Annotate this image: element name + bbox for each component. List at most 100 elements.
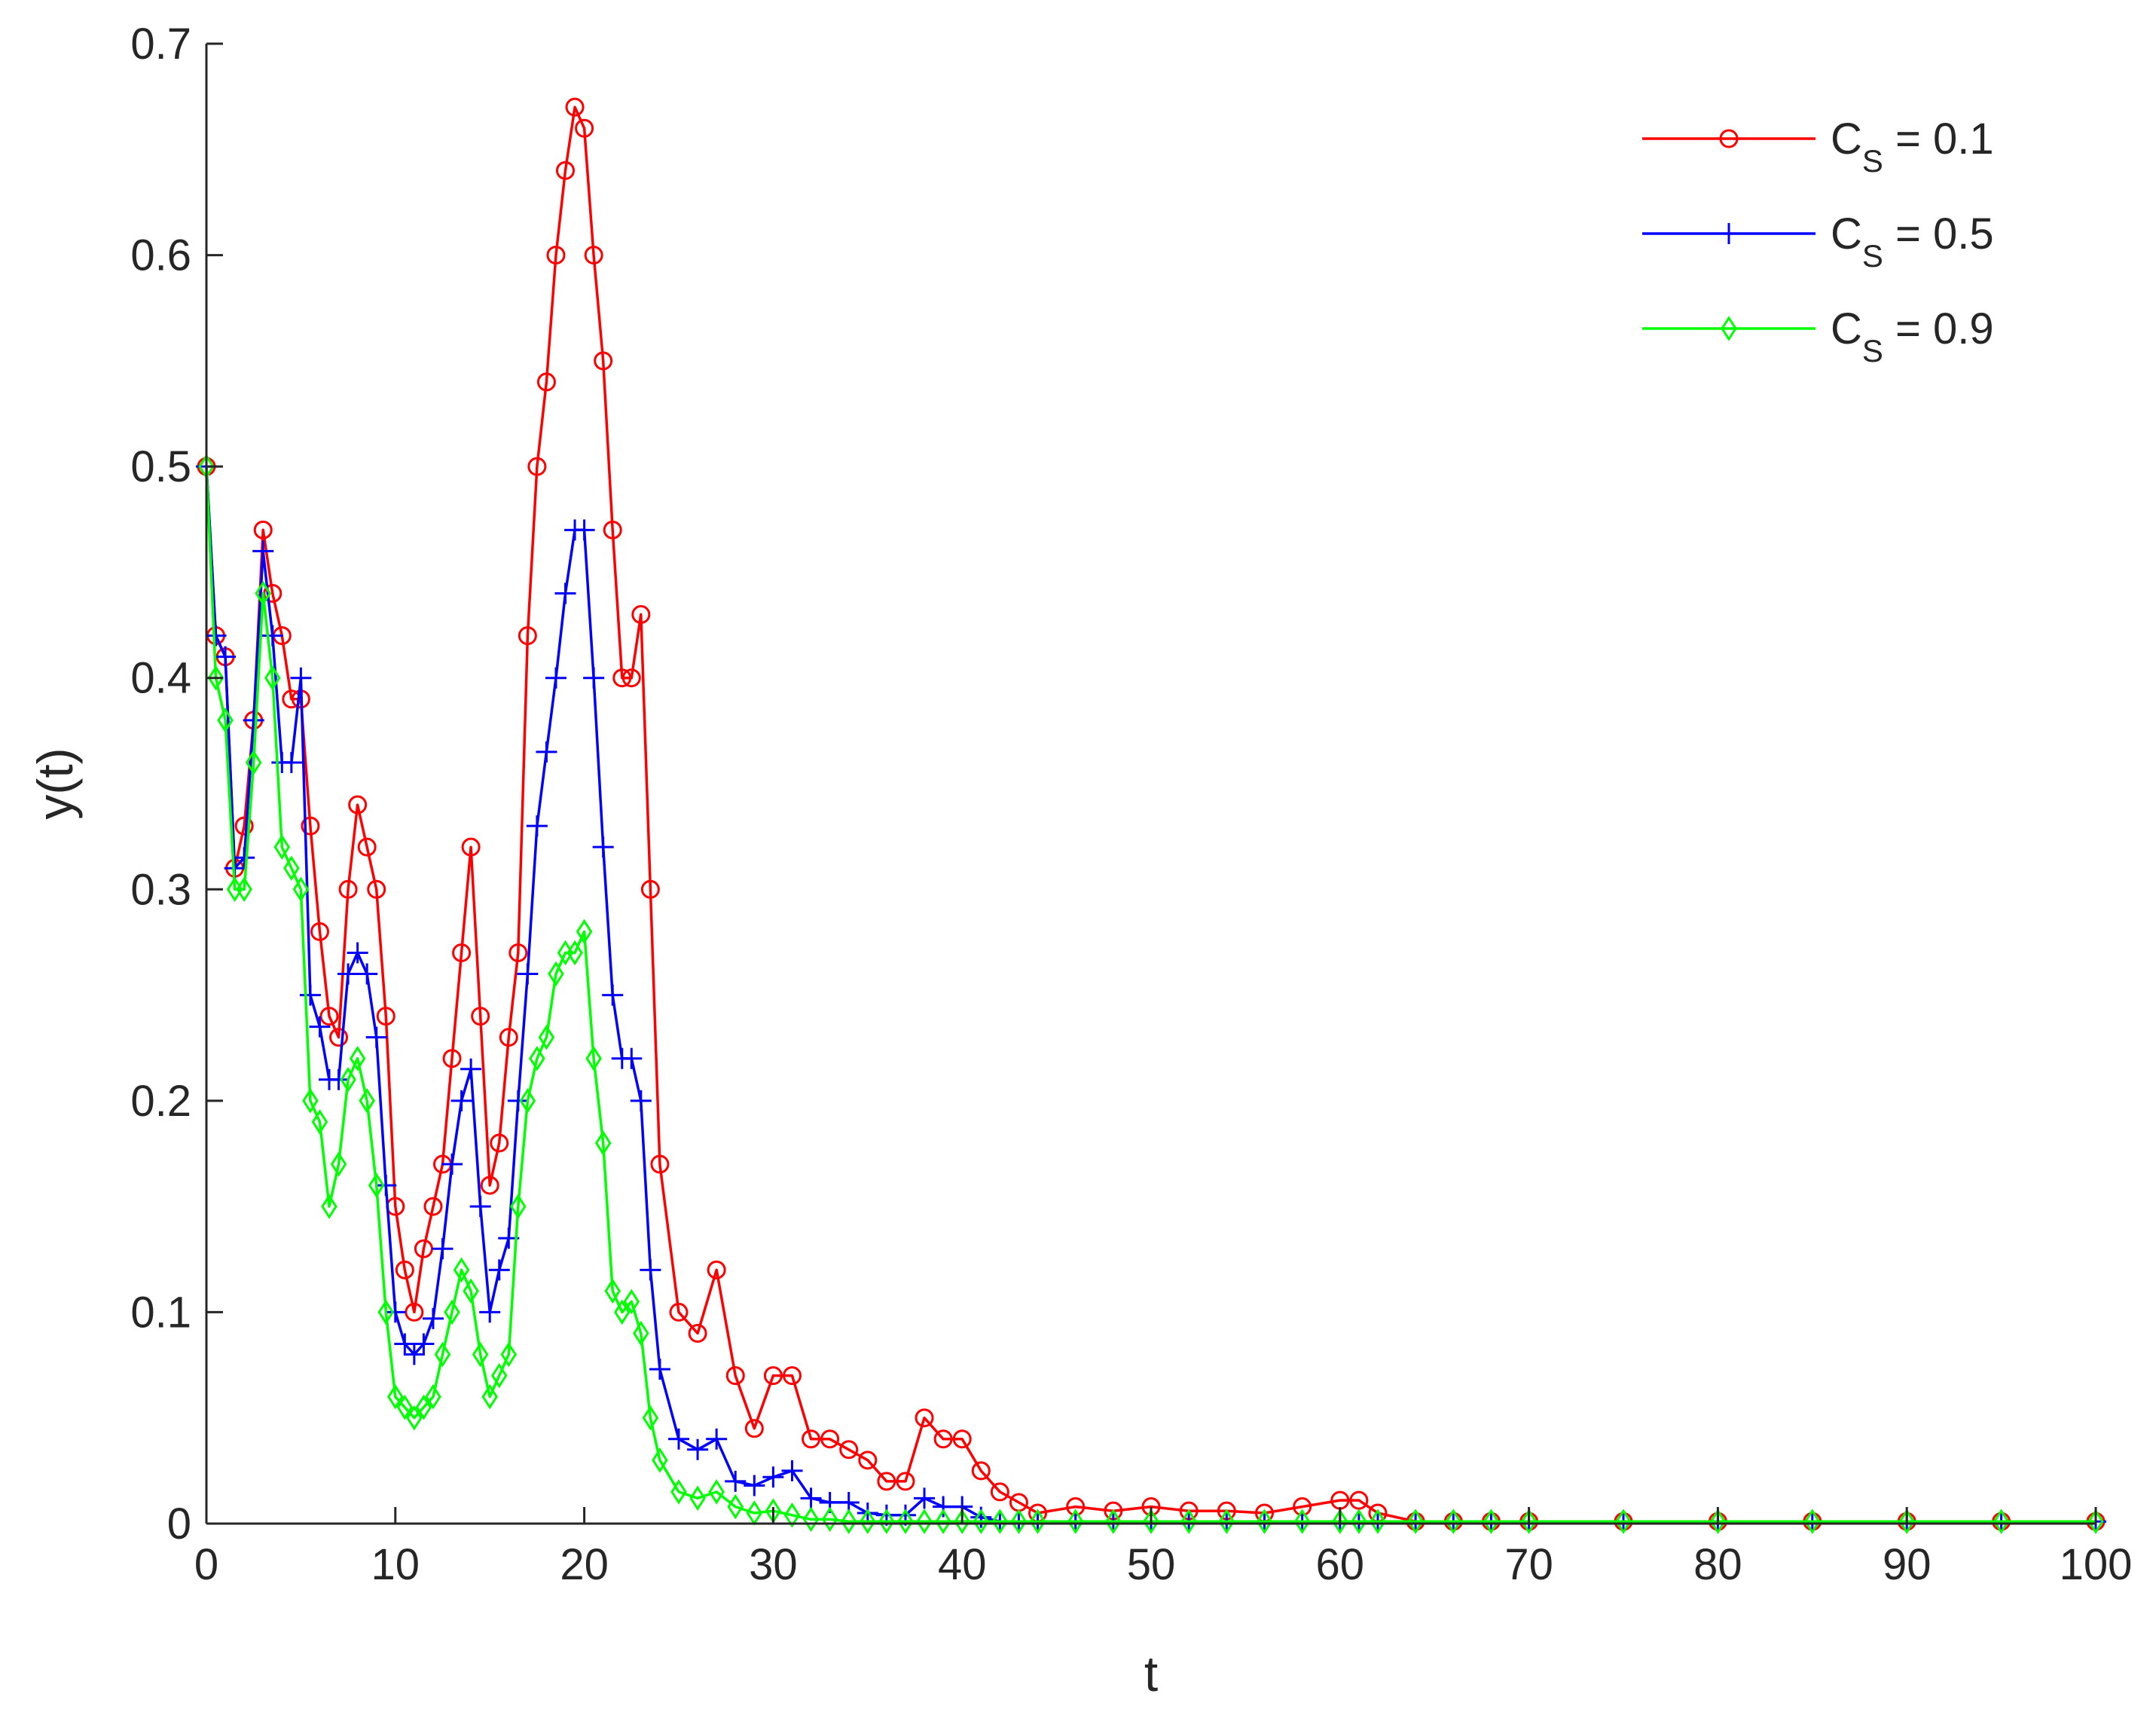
data-point [395, 1260, 414, 1279]
x-tick-label: 30 [749, 1540, 798, 1589]
legend-label-value: = 0.1 [1883, 115, 1994, 164]
data-point [517, 963, 539, 985]
data-point [839, 1440, 859, 1460]
data-point [783, 1502, 801, 1528]
data-point [1256, 1509, 1273, 1534]
data-point [319, 1007, 339, 1026]
y-tick-label: 0.5 [130, 442, 191, 491]
data-point [706, 1428, 728, 1450]
data-point [527, 457, 547, 476]
data-point [215, 646, 237, 668]
data-point [954, 1509, 970, 1534]
data-point [973, 1509, 990, 1534]
data-point [357, 837, 377, 857]
plot-area [206, 44, 2096, 1524]
data-point [1010, 1509, 1028, 1534]
data-point [348, 795, 368, 815]
data-point [1520, 1509, 1538, 1534]
data-point [359, 1088, 375, 1114]
data-point [630, 1090, 652, 1111]
data-point [432, 1238, 453, 1260]
data-point [490, 1362, 508, 1389]
data-point [499, 1028, 518, 1047]
data-point [461, 837, 481, 857]
data-point [368, 1172, 385, 1198]
data-point [820, 1429, 840, 1449]
data-point [860, 1509, 876, 1534]
data-point [463, 1278, 479, 1304]
data-point [604, 1278, 621, 1304]
data-point [423, 1197, 443, 1216]
data-point [292, 876, 310, 903]
data-point [585, 1045, 602, 1071]
data-point [245, 750, 262, 775]
data-point [450, 1090, 472, 1111]
x-axis-label: t [1144, 1646, 1158, 1701]
legend-label-value: = 0.5 [1883, 209, 1994, 258]
data-point [554, 582, 576, 604]
data-point [536, 741, 557, 763]
data-point [349, 1045, 366, 1071]
data-point [971, 1461, 991, 1481]
y-tick-label: 0 [167, 1499, 191, 1548]
data-point [311, 1109, 328, 1135]
data-point [472, 1341, 489, 1368]
data-point [800, 1487, 822, 1509]
data-point [688, 1323, 707, 1343]
legend-marker [1718, 223, 1739, 244]
data-point [548, 961, 564, 987]
data-point [442, 1049, 462, 1068]
data-point [935, 1509, 951, 1534]
data-point [781, 1460, 803, 1481]
legend-entry: CS = 0.5 [1642, 209, 1994, 274]
data-point [405, 1302, 424, 1322]
data-point [518, 626, 537, 646]
y-tick-label: 0.3 [130, 865, 191, 914]
data-point [414, 1239, 433, 1258]
data-point [252, 540, 274, 562]
data-point [1709, 1509, 1727, 1534]
legend: CS = 0.1CS = 0.5CS = 0.9 [1642, 115, 1994, 368]
data-point [821, 1506, 838, 1533]
data-point [2087, 1509, 2104, 1534]
data-point [328, 1068, 350, 1090]
data-point [669, 1302, 689, 1322]
data-point [594, 1130, 612, 1156]
data-point [243, 709, 264, 731]
y-tick-label: 0.6 [130, 231, 191, 280]
data-point [594, 351, 613, 371]
x-tick-label: 90 [1883, 1540, 1932, 1589]
data-point [1993, 1509, 2010, 1534]
data-point [612, 668, 632, 688]
data-point [479, 1301, 501, 1323]
data-point [490, 1133, 509, 1153]
legend-label: CS = 0.5 [1831, 209, 1994, 274]
data-point [1332, 1509, 1348, 1534]
x-tick-label: 0 [194, 1540, 218, 1589]
data-point [338, 879, 358, 899]
data-point [1615, 1509, 1632, 1534]
data-point [631, 605, 651, 625]
data-point [413, 1333, 435, 1355]
data-point [519, 1088, 536, 1114]
data-point [356, 963, 378, 985]
data-point [623, 1288, 640, 1315]
data-point [668, 1428, 689, 1450]
data-point [621, 1047, 643, 1069]
data-point [1143, 1509, 1159, 1534]
data-point [897, 1509, 914, 1534]
data-point [1407, 1509, 1424, 1534]
data-point [469, 1196, 491, 1218]
data-point [207, 665, 224, 691]
data-point [565, 97, 585, 117]
data-point [707, 1260, 726, 1279]
data-point [573, 519, 595, 541]
data-point [302, 1088, 319, 1114]
data-point [1370, 1509, 1386, 1534]
data-point [725, 1470, 747, 1492]
data-point [538, 1024, 555, 1050]
data-point [857, 1502, 878, 1524]
data-point [403, 1344, 425, 1365]
data-point [633, 1320, 649, 1347]
